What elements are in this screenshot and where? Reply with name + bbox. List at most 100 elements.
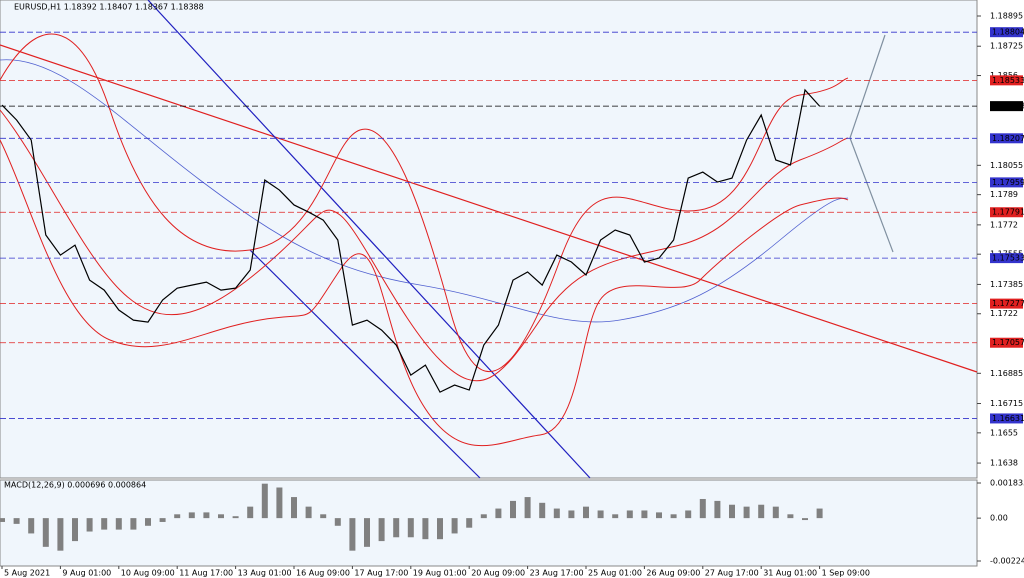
bollinger-lower	[0, 139, 849, 447]
x-tick-label: 23 Aug 17:00	[530, 569, 584, 578]
bollinger-middle	[0, 109, 849, 382]
macd-bar	[612, 514, 619, 519]
macd-bar	[174, 514, 181, 519]
x-tick-label: 26 Aug 09:00	[646, 569, 700, 578]
macd-bar	[232, 516, 239, 519]
moving-average	[0, 59, 849, 323]
level-label: 1.18804	[992, 28, 1024, 37]
macd-bar	[334, 518, 341, 526]
level-label: 1.17791	[992, 208, 1024, 217]
macd-bar	[699, 498, 706, 519]
level-label-box	[990, 337, 1023, 348]
x-tick-label: 1 Sep 09:00	[822, 569, 870, 578]
level-label-box	[990, 207, 1023, 218]
y-tick-label: 0.00	[990, 514, 1008, 523]
macd-bar	[510, 500, 516, 519]
macd-bar	[57, 518, 64, 551]
macd-bar	[101, 518, 108, 530]
macd-bar	[203, 512, 210, 519]
level-label: 1.18388	[992, 102, 1024, 111]
level-label-box	[990, 27, 1023, 38]
bollinger-upper	[0, 33, 849, 373]
macd-bar	[422, 518, 429, 540]
level-label: 1.18207	[992, 134, 1024, 143]
level-label-box	[990, 413, 1023, 424]
macd-bar	[495, 508, 502, 519]
macd-bar	[291, 497, 297, 519]
macd-bar	[349, 518, 356, 551]
macd-bar	[305, 506, 312, 519]
trend-line	[0, 44, 978, 373]
macd-bar	[714, 500, 721, 519]
macd-bar	[437, 518, 443, 540]
x-tick-label: 27 Aug 17:00	[705, 569, 759, 578]
macd-label: MACD(12,26,9) 0.000696 0.000864	[4, 481, 146, 490]
chart-header: EURUSD,H1 1.18392 1.18407 1.18367 1.1838…	[14, 3, 204, 12]
y-tick-label: 1.18895	[990, 11, 1023, 20]
macd-bar	[364, 518, 370, 547]
projection-arrow	[849, 137, 894, 253]
macd-bar	[597, 510, 604, 519]
x-tick-label: 17 Aug 17:00	[354, 569, 408, 578]
macd-bar	[393, 518, 400, 538]
y-tick-label: 1.1655	[990, 428, 1018, 437]
y-tick-label: 1.16885	[990, 369, 1023, 378]
x-tick-label: 5 Aug 2021	[4, 569, 50, 578]
y-tick-label: 1.1789	[990, 190, 1018, 199]
macd-bar	[0, 518, 5, 522]
macd-bar	[247, 506, 254, 519]
x-tick-label: 19 Aug 01:00	[413, 569, 467, 578]
macd-bar	[451, 518, 458, 534]
x-tick-label: 9 Aug 01:00	[62, 569, 111, 578]
level-label: 1.17533	[992, 254, 1024, 263]
indicators	[0, 0, 978, 479]
y-tick-label: 1.16715	[990, 399, 1023, 408]
level-label-box	[990, 177, 1023, 188]
macd-bar	[758, 504, 765, 519]
price-line	[1, 88, 821, 393]
macd-bar	[685, 510, 692, 519]
macd-bar	[553, 508, 560, 519]
macd-bar	[772, 506, 779, 519]
x-tick-label: 11 Aug 17:00	[179, 569, 233, 578]
x-tick-label: 20 Aug 09:00	[471, 569, 525, 578]
macd-panel	[0, 479, 978, 567]
level-label-box	[990, 75, 1023, 86]
macd-bar	[28, 518, 35, 534]
macd-bar	[641, 510, 648, 519]
level-label-box	[990, 133, 1023, 144]
level-label: 1.16631	[992, 414, 1024, 423]
level-label: 1.17959	[992, 178, 1024, 187]
macd-bar	[670, 514, 677, 519]
macd-bar	[218, 514, 224, 519]
y-tick-label: 1.17385	[990, 280, 1023, 289]
macd-bar	[729, 504, 735, 519]
macd-bar	[743, 506, 750, 519]
macd-bar	[524, 497, 531, 519]
macd-bar	[466, 518, 473, 528]
macd-bar	[802, 518, 808, 521]
x-tick-label: 10 Aug 09:00	[121, 569, 175, 578]
macd-bar	[816, 508, 823, 519]
macd-bar	[407, 518, 414, 538]
macd-bar	[42, 518, 49, 547]
macd-bar	[159, 518, 166, 522]
macd-bar	[261, 483, 268, 519]
macd-bar	[145, 518, 151, 526]
y-tick-label: 0.001835	[990, 479, 1024, 488]
x-tick-label: 13 Aug 01:00	[238, 569, 292, 578]
macd-bar	[86, 518, 93, 532]
y-tick-label: 1.18725	[990, 42, 1023, 51]
x-tick-label: 25 Aug 01:00	[588, 569, 642, 578]
macd-bar	[480, 514, 487, 519]
level-label: 1.17277	[992, 299, 1024, 308]
channel-line	[147, 0, 591, 479]
y-tick-label: 1.18055	[990, 161, 1023, 170]
macd-bar	[583, 506, 589, 519]
macd-bar	[130, 518, 137, 530]
macd-bar	[320, 514, 327, 519]
x-tick-label: 16 Aug 09:00	[296, 569, 350, 578]
macd-bar	[787, 514, 794, 519]
y-tick-label: 1.1722	[990, 309, 1018, 318]
